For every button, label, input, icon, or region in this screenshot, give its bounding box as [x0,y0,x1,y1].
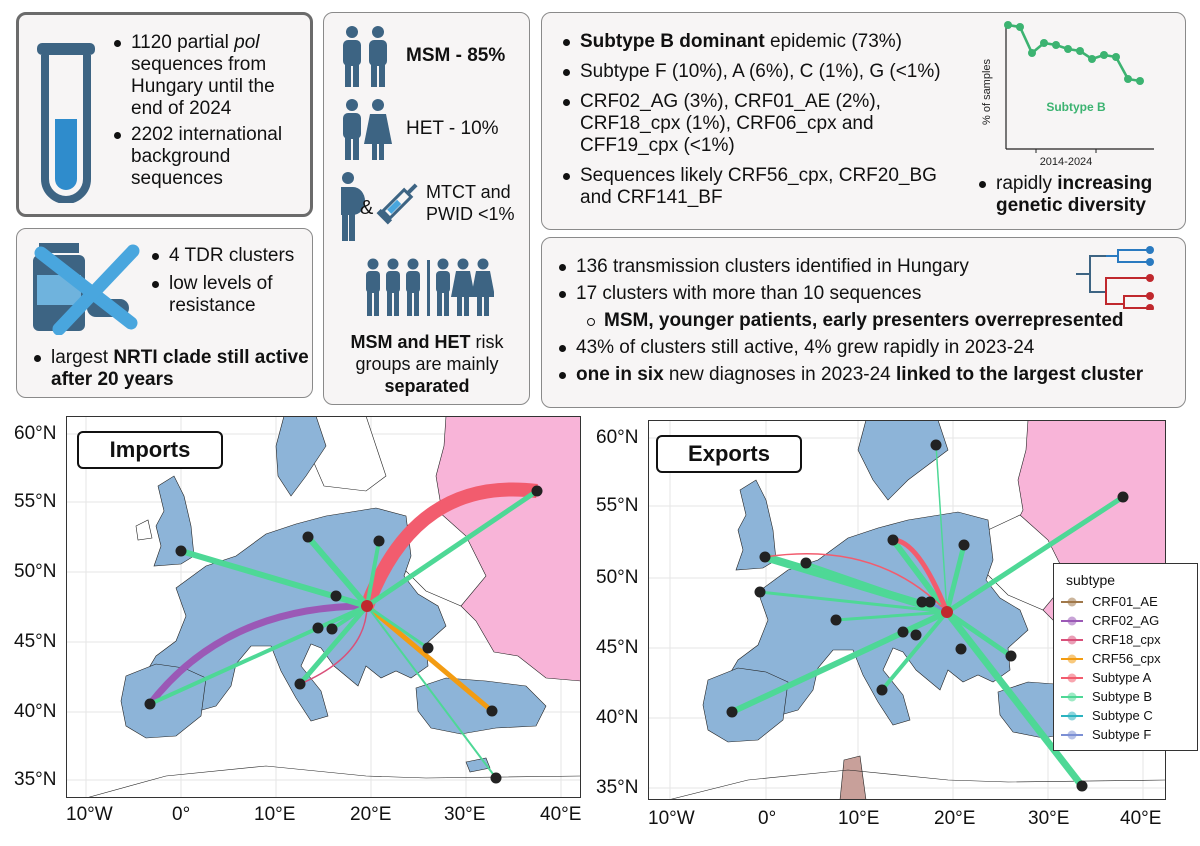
msm-couple-icon [343,26,387,87]
x-tick: 10°E [838,808,880,829]
x-tick: 30°E [444,804,486,825]
syringe-icon [376,183,418,225]
y-tick: 50°N [596,567,639,588]
x-tick: 0° [758,808,777,829]
y-tick: 55°N [596,495,639,516]
legend-entry: Subtype A [1060,670,1194,686]
africa-region [839,755,867,800]
legend-label: CRF01_AE [1092,594,1158,609]
imports-title: Imports [77,431,223,469]
one-in-six-item: one in six new diagnoses in 2023-24 link… [552,364,1182,386]
legend-entry: CRF56_cpx [1060,651,1194,667]
x-tick: 30°E [1028,808,1070,829]
x-tick: 10°W [648,808,695,829]
hungary-hub [361,600,373,612]
likely-crf-item: Sequences likely CRF56_cpx, CRF20_BG and… [556,165,966,209]
y-tick: 45°N [14,631,57,652]
legend-entry: CRF01_AE [1060,594,1194,610]
x-tick: 40°E [540,804,582,825]
phylogenetic-tree-icon [1076,246,1154,310]
pol-sequences-item: 1120 partial pol sequences from Hungary … [107,32,307,120]
x-tick: 20°E [350,804,392,825]
large-clusters-item: 17 clusters with more than 10 sequences [552,283,1182,305]
pregnant-woman-icon [341,172,365,241]
legend-entry: Subtype B [1060,689,1194,705]
legend-swatch [1061,635,1083,645]
tdr-clusters-item: 4 TDR clusters [145,245,315,267]
exports-title: Exports [656,435,802,473]
separated-text: MSM and HET risk groups are mainly separ… [350,332,504,396]
x-tick: 20°E [934,808,976,829]
legend-swatch [1061,597,1083,607]
turkey-land [415,677,547,735]
nrti-clade-item: largest NRTI clade still active after 20… [27,347,312,391]
legend-swatch [1061,730,1083,740]
sequences-panel: 1120 partial pol sequences from Hungary … [16,12,313,217]
x-tick: 10°W [66,804,113,825]
genetic-diversity-item: rapidly increasing genetic diversity [972,173,1186,217]
y-tick: 60°N [596,427,639,448]
y-tick: 35°N [596,777,639,798]
legend-label: Subtype A [1092,670,1152,685]
subtype-b-trend-chart: % of samples Subtype B 2014-2024 [981,21,1154,167]
het-percent: HET - 10% [406,118,499,139]
legend-swatch [1061,711,1083,721]
x-tick: 40°E [1120,808,1162,829]
legend-label: CRF02_AG [1092,613,1160,628]
background-sequences-item: 2202 international background sequences [107,124,307,190]
risk-groups-panel: MSM - 85% HET - 10% & MTCT and PWID <1% … [323,12,530,405]
legend-entry: Subtype F [1060,727,1194,743]
subtypes-panel: Subtype B dominant epidemic (73%) Subtyp… [541,12,1186,230]
uk-land [153,475,195,567]
active-clusters-item: 43% of clusters still active, 4% grew ra… [552,337,1182,359]
y-tick: 40°N [14,701,57,722]
legend-entry: Subtype C [1060,708,1194,724]
y-tick: 55°N [14,491,57,512]
subtype-b-line [1007,23,1141,83]
mini-chart-xlabel: 2014-2024 [1040,156,1093,167]
legend-title: subtype [1066,572,1116,588]
hungary-hub-export [941,606,953,618]
legend-label: CRF56_cpx [1092,651,1161,666]
y-tick: 45°N [596,637,639,658]
test-tube-icon [37,43,95,203]
het-couple-icon [343,99,392,160]
legend-label: Subtype F [1092,727,1152,742]
legend-label: Subtype B [1092,689,1152,704]
separated-groups-icon [366,258,494,316]
y-tick: 60°N [14,423,57,444]
legend-swatch [1061,673,1083,683]
crf-item: CRF02_AG (3%), CRF01_AE (2%), CRF18_cpx … [556,91,966,157]
x-tick: 0° [172,804,191,825]
legend-label: Subtype C [1092,708,1153,723]
legend-swatch [1061,692,1083,702]
resistance-levels-item: low levels of resistance [145,273,315,317]
mtct-pwid-text: MTCT and PWID <1% [426,182,515,224]
legend-entry: CRF02_AG [1060,613,1194,629]
subtype-f-item: Subtype F (10%), A (6%), C (1%), G (<1%) [556,61,966,83]
legend-swatch [1061,654,1083,664]
legend-entry: CRF18_cpx [1060,632,1194,648]
clusters-identified-item: 136 transmission clusters identified in … [552,256,1182,278]
legend-label: CRF18_cpx [1092,632,1161,647]
imports-map [66,416,581,798]
y-tick: 35°N [14,769,57,790]
msm-percent: MSM - 85% [406,45,506,66]
legend-swatch [1061,616,1083,626]
subtype-legend: subtype CRF01_AE CRF02_AG CRF18_cpx CRF56_c… [1053,563,1198,751]
y-tick: 40°N [596,707,639,728]
ampersand: & [360,197,374,219]
mini-chart-ylabel: % of samples [981,58,993,125]
tdr-panel: 4 TDR clusters low levels of resistance … [16,228,313,398]
overrepresented-item: MSM, younger patients, early presenters … [580,310,1182,332]
y-tick: 50°N [14,561,57,582]
clusters-panel: 136 transmission clusters identified in … [541,237,1186,408]
mini-chart-series-label: Subtype B [1046,100,1106,114]
x-tick: 10°E [254,804,296,825]
drug-resistance-icon [33,243,140,335]
subtype-b-item: Subtype B dominant epidemic (73%) [556,31,966,53]
